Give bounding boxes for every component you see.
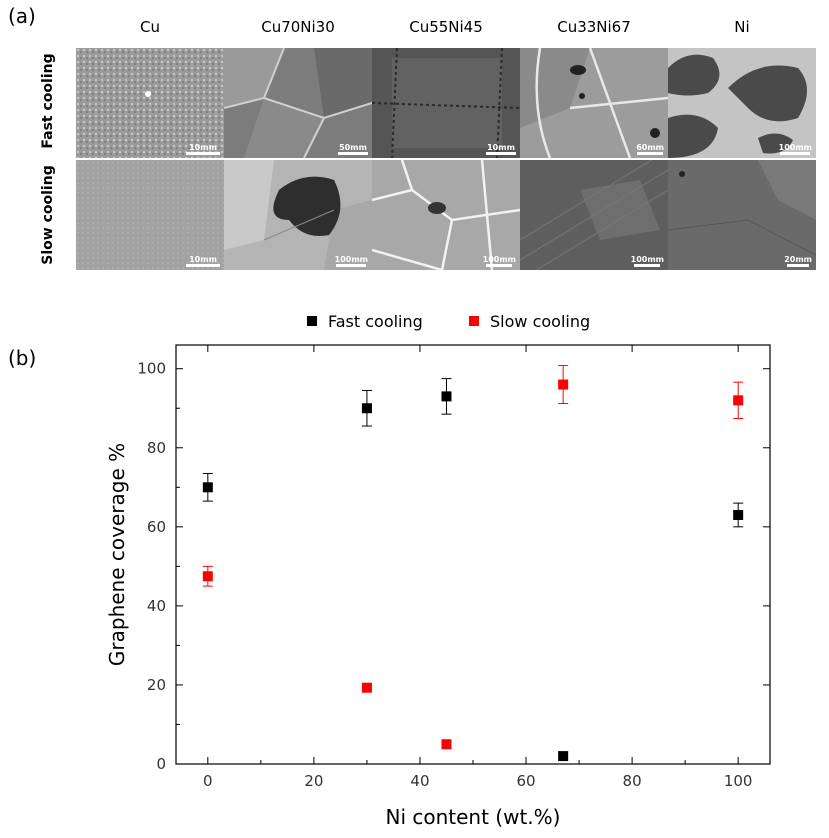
slow-cooling-point [361,682,372,693]
fast-cooling-point [202,482,213,493]
x-tick-label: 40 [410,772,429,790]
y-tick-label: 20 [147,676,166,694]
plot-frame [175,344,771,765]
scalebar-slow-cu: 10mm [186,255,220,267]
scalebar-slow-cu33ni67: 100mm [631,255,664,267]
legend-label: Slow cooling [490,312,590,331]
micrograph-slow-cu70ni30: 100mm [224,160,372,270]
y-tick-label: 0 [156,755,166,773]
y-tick-label: 100 [137,360,166,378]
micrograph-fast-cu33ni67: 60mm [520,48,668,158]
micrograph-fast-cu70ni30: 50mm [224,48,372,158]
column-label-cu33ni67: Cu33Ni67 [557,18,631,36]
scalebar-slow-ni: 20mm [784,255,812,267]
scatter-chart: 0 20 40 60 80 100 0 20 40 60 80 100 Fast cooling Slo… [105,312,771,829]
column-label-cu70ni30: Cu70Ni30 [261,18,335,36]
fast-cooling-point [733,509,744,520]
slow-cooling-point [202,571,213,582]
x-tick-label: 80 [623,772,642,790]
x-tick-label: 60 [516,772,535,790]
panel-a-label: (a) [8,4,36,28]
micrograph-slow-cu: 10mm [76,160,224,270]
y-tick-label: 40 [147,597,166,615]
y-tick-label: 60 [147,518,166,536]
scalebar-fast-cu: 10mm [186,143,220,155]
row-label-fast-cooling: Fast cooling [40,53,56,149]
row-label-slow-cooling: Slow cooling [40,165,56,265]
x-tick-label: 20 [304,772,323,790]
panel-b-label: (b) [8,346,37,370]
micrograph-slow-cu33ni67: 100mm [520,160,668,270]
fast-cooling-point [558,751,569,762]
y-axis-title: Graphene coverage % [105,443,129,666]
scalebar-fast-cu55ni45: 10mm [486,143,516,155]
x-axis-title: Ni content (wt.%) [386,805,561,829]
scalebar-slow-cu70ni30: 100mm [335,255,368,267]
legend-label: Fast cooling [328,312,423,331]
micrograph-fast-cu: 10mm [76,48,224,158]
x-tick-label: 100 [724,772,753,790]
micrograph-slow-cu55ni45: 100mm [372,160,520,270]
slow-cooling-point [733,395,744,406]
micrograph-fast-cu55ni45: 10mm [372,48,520,158]
legend-marker [469,316,479,326]
x-tick-label: 0 [203,772,213,790]
column-label-cu55ni45: Cu55Ni45 [409,18,483,36]
scalebar-fast-ni: 100mm [779,143,812,155]
micrograph-slow-ni: 20mm [668,160,816,270]
column-label-cu: Cu [140,18,160,36]
legend-marker [307,316,317,326]
fast-cooling-point [441,391,452,402]
scalebar-slow-cu55ni45: 100mm [483,255,516,267]
fast-cooling-point [361,403,372,414]
scalebar-fast-cu70ni30: 50mm [338,143,368,155]
slow-cooling-point [441,739,452,750]
y-tick-label: 80 [147,439,166,457]
column-label-ni: Ni [734,18,750,36]
slow-cooling-point [558,379,569,390]
micrograph-fast-ni: 100mm [668,48,816,158]
scalebar-fast-cu33ni67: 60mm [636,143,664,155]
